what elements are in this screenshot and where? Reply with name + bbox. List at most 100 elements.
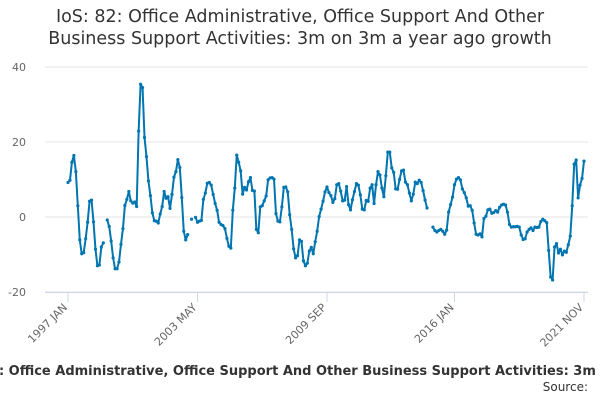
data-point [295,254,300,258]
data-point [568,234,572,238]
data-point [309,245,313,249]
data-point [180,195,184,200]
data-point [115,267,119,271]
data-point [380,186,384,190]
chart-title-line-1: IoS: 82: Office Administrative, Office S… [55,7,545,27]
data-point [456,176,461,180]
data-point [488,207,492,211]
data-point [162,189,166,194]
data-point [241,192,245,196]
data-point [211,192,215,197]
data-point [203,191,207,195]
data-point [411,192,415,196]
source-note: Source: [542,380,588,394]
data-point [388,150,392,154]
data-point [176,158,180,162]
data-point [256,231,260,235]
data-point [327,191,331,195]
data-point [299,239,304,243]
data-point [482,216,486,221]
data-point [244,188,249,192]
data-point [462,191,466,195]
data-point [405,183,410,187]
data-point [93,247,98,251]
data-point [66,180,70,185]
data-point [441,229,445,233]
data-point [123,203,127,207]
data-point [201,197,205,201]
data-point [503,203,508,207]
data-point [272,177,276,181]
data-point [82,251,86,255]
data-point [345,185,349,189]
data-point [278,220,282,224]
data-point [172,175,176,179]
data-point [401,168,406,172]
data-point [307,249,311,253]
data-point [213,201,217,206]
data-point [91,220,96,224]
data-point [574,158,578,162]
x-axis-title: IoS: 82: Office Administrative, Office S… [0,364,600,379]
data-point [97,263,101,267]
data-point [452,183,457,187]
data-point [170,192,174,197]
data-point [209,183,213,187]
data-series[interactable] [66,82,586,282]
data-point [135,204,139,209]
data-point [384,174,388,178]
data-point [286,190,290,194]
data-point [138,82,143,86]
data-point [352,189,357,194]
data-point [443,232,447,236]
data-point [229,246,233,250]
data-point [549,275,553,279]
series-line [67,154,105,267]
data-point [551,278,555,282]
data-point [78,238,82,242]
data-point [217,220,221,224]
data-point [337,182,341,186]
x-tick-label: 2009 SEP [283,301,329,347]
data-point [333,197,337,201]
data-point [158,212,162,216]
data-point [572,162,576,166]
data-point [409,199,413,203]
data-point [423,198,427,202]
data-point [329,194,333,198]
y-tick-label: 0 [19,211,26,224]
y-axis: -20 0 20 40 [8,61,26,299]
data-point [505,210,510,214]
data-point [284,185,288,189]
data-point [142,135,147,140]
data-point [292,247,296,251]
data-point [464,196,468,200]
data-point [125,197,129,201]
data-point [133,200,137,204]
data-point [317,215,321,219]
data-point [519,233,523,237]
data-point [323,190,327,194]
data-point [101,241,105,245]
data-point [105,218,109,222]
data-point [252,189,256,193]
data-point [150,211,154,215]
data-point [560,253,565,257]
data-point [450,195,455,199]
x-tick-label: 2021 NOV [538,301,587,350]
data-point [368,186,372,190]
data-point [431,225,435,229]
data-point [186,233,190,237]
data-point [582,159,586,163]
data-point [119,242,123,246]
data-point [156,221,160,225]
data-point [331,200,335,204]
data-point [523,237,527,241]
data-point [274,212,278,216]
data-point [382,195,386,199]
data-point [496,210,500,214]
data-point [184,238,188,242]
data-point [174,170,178,174]
data-point [107,224,111,228]
